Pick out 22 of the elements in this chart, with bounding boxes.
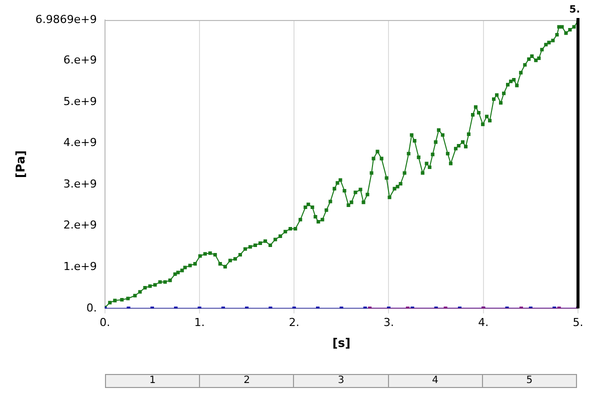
text: 4 bbox=[388, 375, 482, 387]
x-tick-label: 2. bbox=[288, 316, 300, 329]
y-tick-label: 0. bbox=[86, 301, 97, 314]
text: 2 bbox=[199, 375, 294, 387]
y-axis-title: [Pa] bbox=[13, 150, 28, 178]
x-axis-title: [s] bbox=[332, 336, 350, 350]
y-tick-label: 2.e+9 bbox=[63, 218, 97, 232]
text: 5 bbox=[482, 375, 576, 387]
ref-line-label: 5. bbox=[569, 4, 580, 16]
y-tick-label: 6.9869e+9 bbox=[35, 12, 97, 26]
y-tick-label: 4.e+9 bbox=[63, 136, 97, 150]
y-tick-label: 1.e+9 bbox=[63, 260, 97, 273]
x-tick-label: 1. bbox=[194, 316, 205, 329]
text: 1 bbox=[148, 375, 157, 387]
y-tick-label: 6.e+9 bbox=[63, 54, 97, 67]
x-tick-label: 4. bbox=[478, 316, 489, 329]
y-tick-label: 5.e+9 bbox=[63, 94, 97, 108]
x-tick-label: 0. bbox=[100, 316, 110, 329]
x-tick-label: 5. bbox=[572, 316, 584, 329]
x-tick-label: 3. bbox=[384, 316, 394, 329]
y-tick-label: 3.e+9 bbox=[63, 177, 97, 190]
text: 3 bbox=[293, 375, 388, 387]
